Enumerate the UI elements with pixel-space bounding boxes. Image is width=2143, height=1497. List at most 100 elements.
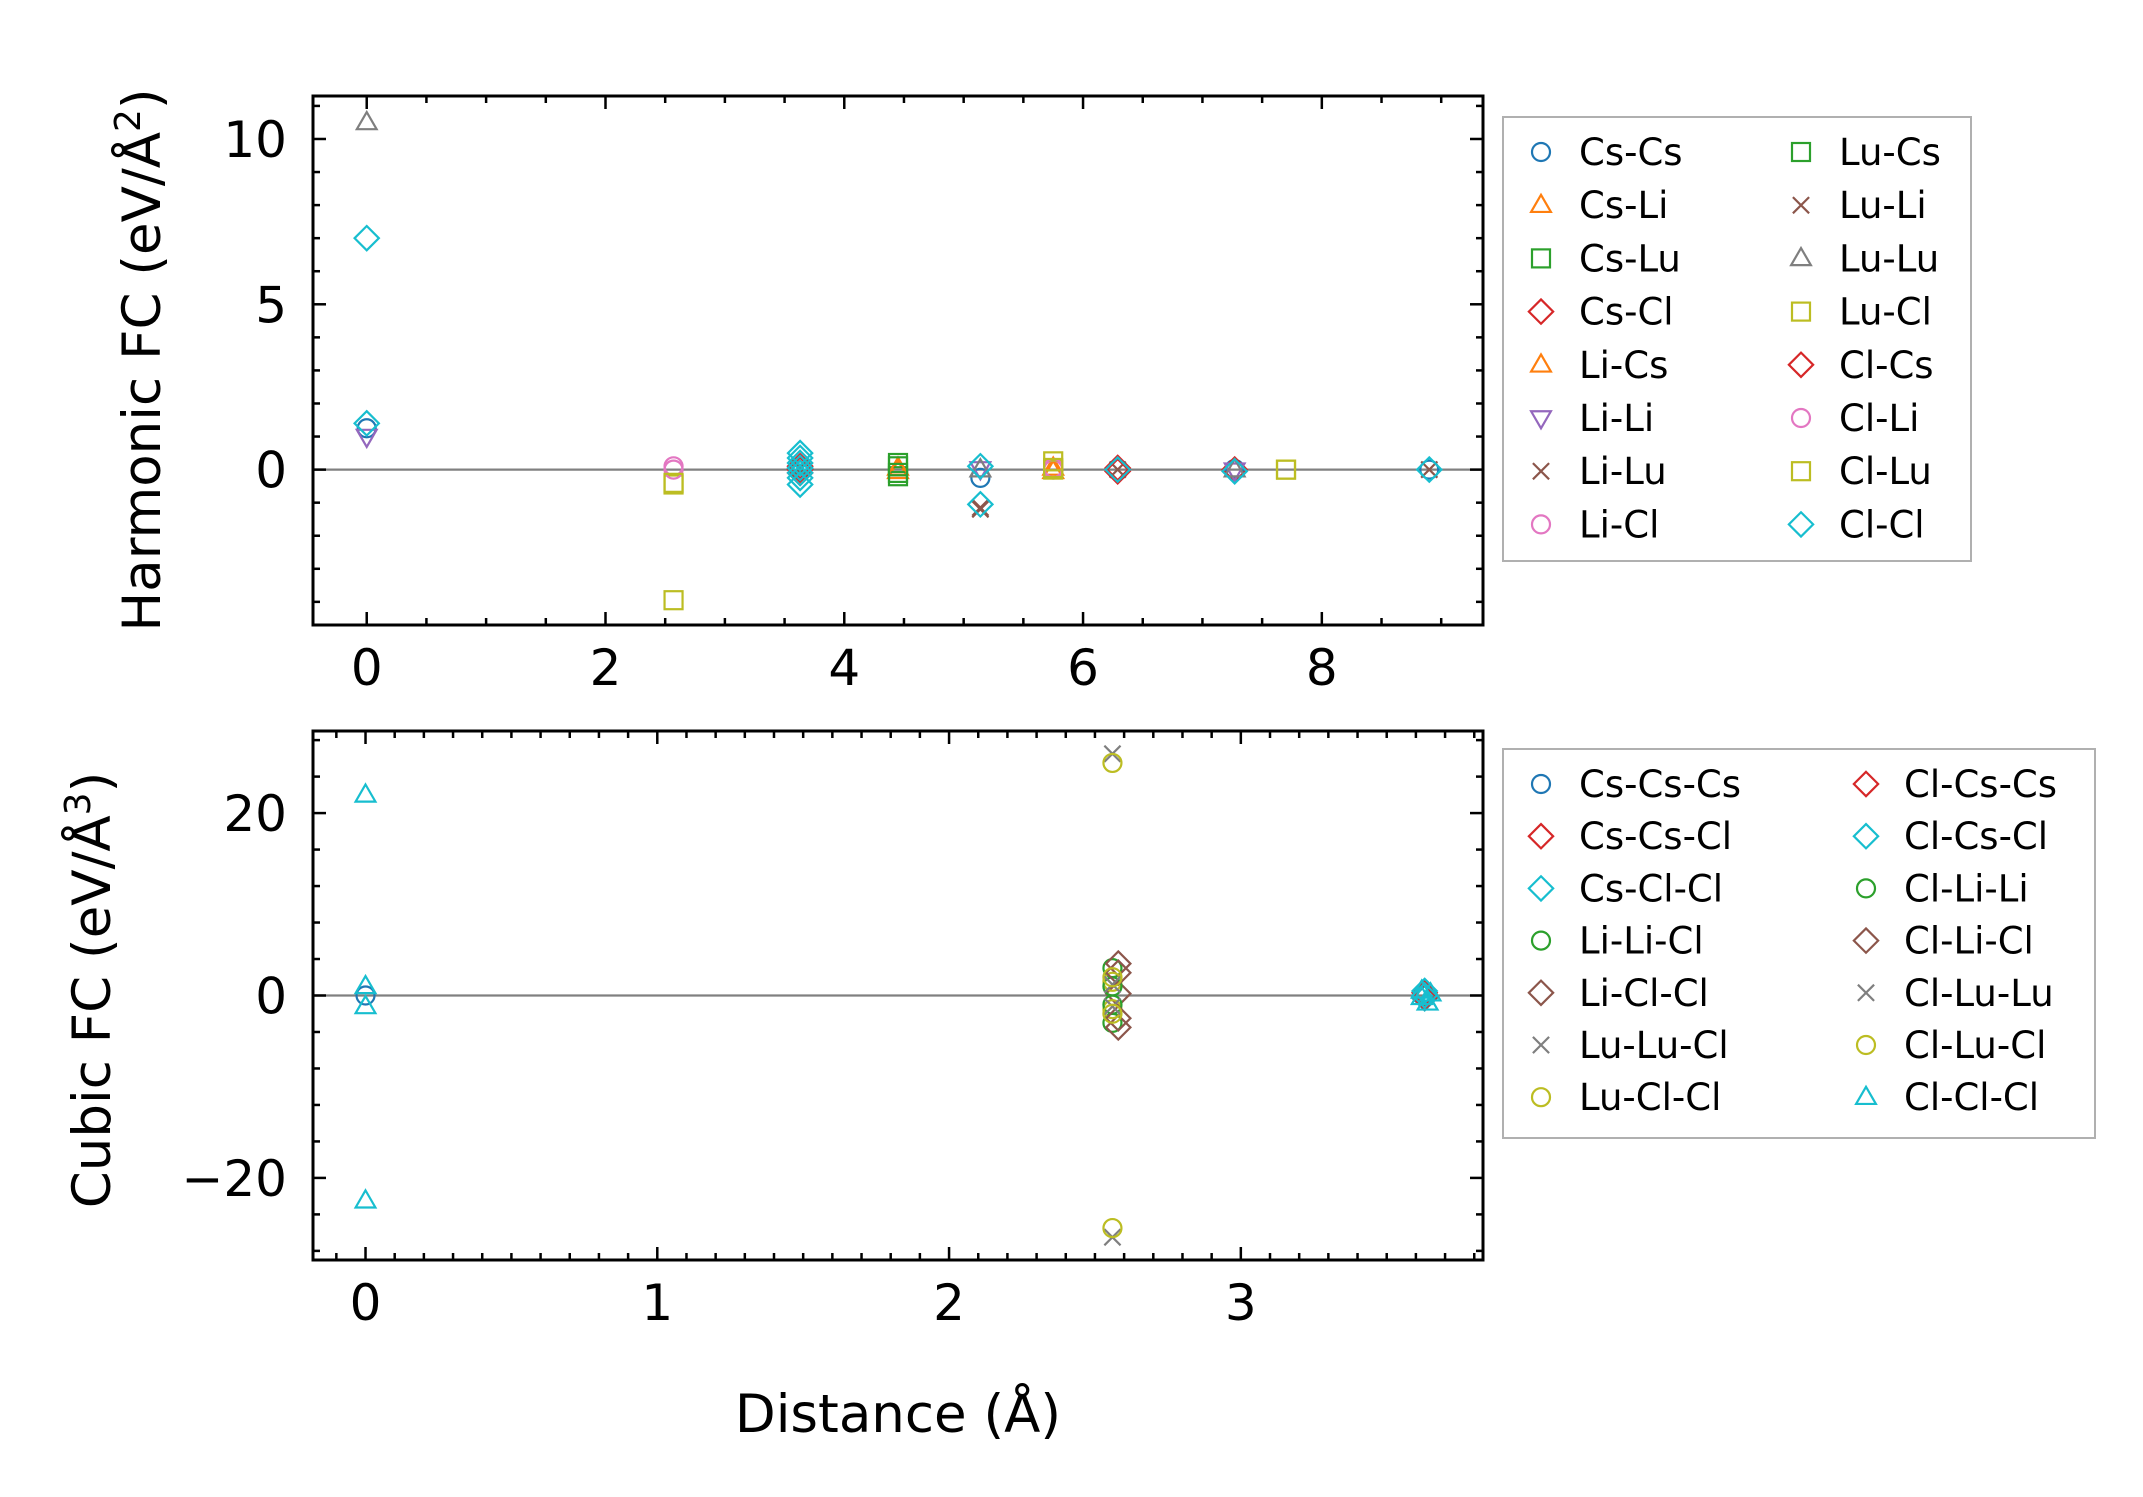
bottom-y-tick-label: 20 bbox=[223, 785, 287, 843]
top-point-Lu-Cs bbox=[887, 462, 909, 484]
top-point-Li-Li bbox=[968, 461, 993, 482]
bottom-legend-marker-Cl-Li-Cl bbox=[1852, 926, 1880, 955]
bottom-legend-marker-Cs-Cs-Cs bbox=[1530, 773, 1552, 795]
bottom-legend-marker-Cl-Cl-Cl bbox=[1854, 1084, 1878, 1106]
bottom-legend-label: Li-Cl-Cl bbox=[1579, 972, 1709, 1015]
top-point-Cs-Li bbox=[1041, 455, 1066, 476]
bottom-point-Cl-Lu-Cl bbox=[1102, 1003, 1123, 1024]
bottom-point-Lu-Cl-Cl bbox=[1102, 1217, 1123, 1239]
top-y-tick-label: 5 bbox=[255, 276, 287, 334]
top-x-tick-label: 2 bbox=[590, 639, 622, 697]
top-y-tick-label: 10 bbox=[223, 111, 287, 169]
bottom-legend-label: Lu-Lu-Cl bbox=[1579, 1024, 1729, 1067]
bottom-legend-label: Cl-Li-Cl bbox=[1904, 920, 2034, 963]
bottom-legend-box bbox=[1502, 748, 2096, 1139]
bottom-legend-label: Cl-Cl-Cl bbox=[1904, 1076, 2039, 1119]
bottom-y-tick-label: −20 bbox=[181, 1150, 287, 1208]
top-point-Lu-Li bbox=[971, 500, 990, 519]
top-legend-marker-Lu-Li bbox=[1792, 196, 1810, 215]
bottom-point-Lu-Cl-Cl bbox=[1102, 752, 1123, 774]
top-point-Cl-Cl bbox=[1220, 457, 1249, 485]
top-legend-label: Lu-Li bbox=[1839, 184, 1927, 227]
top-legend-label: Cs-Li bbox=[1579, 184, 1668, 227]
top-point-Cl-Lu bbox=[1275, 459, 1297, 480]
bottom-legend-marker-Cl-Cs-Cl bbox=[1852, 822, 1880, 850]
top-point-Cs-Cl bbox=[1103, 454, 1132, 482]
bottom-point-Cl-Lu-Lu bbox=[1103, 997, 1122, 1016]
top-y-axis-label: Harmonic FC (eV/Å2) bbox=[108, 88, 173, 631]
bottom-point-Cl-Cl-Cl bbox=[353, 782, 378, 803]
top-legend-label: Lu-Lu bbox=[1839, 237, 1939, 280]
top-legend-label: Cs-Lu bbox=[1579, 237, 1681, 280]
bottom-legend: Cs-Cs-Cs Cs-Cs-Cl Cs-Cl-Cl Li-Li-Cl Li-Cl-Cl… bbox=[1502, 748, 2096, 1139]
bottom-legend-label: Cs-Cl-Cl bbox=[1579, 867, 1723, 910]
bottom-legend-label: Cs-Cs-Cl bbox=[1579, 815, 1732, 858]
top-point-Cl-Cs bbox=[1103, 457, 1132, 485]
top-legend-marker-Li-Cs bbox=[1529, 352, 1553, 373]
top-legend: Cs-Cs Cs-Li Cs-Lu Cs-Cl Li-Cs Li-Li Li-Lu Li-Cl… bbox=[1502, 116, 1972, 562]
top-x-tick-label: 8 bbox=[1306, 639, 1338, 697]
top-legend-marker-Li-Lu bbox=[1532, 462, 1550, 481]
top-point-Cl-Cl bbox=[786, 444, 814, 472]
top-legend-label: Li-Cl bbox=[1579, 503, 1659, 546]
bottom-x-tick-label: 0 bbox=[350, 1274, 382, 1332]
top-point-Lu-Lu bbox=[354, 109, 379, 131]
top-ticks bbox=[313, 96, 1483, 625]
top-legend-marker-Lu-Cl bbox=[1790, 301, 1812, 322]
top-legend-label: Cl-Cs bbox=[1839, 344, 1934, 387]
top-point-Cs-Li bbox=[886, 458, 910, 480]
top-point-Cl-Cl bbox=[966, 452, 995, 481]
bottom-point-Lu-Cl-Cl bbox=[1102, 999, 1123, 1020]
bottom-point-Cl-Li-Cl bbox=[1104, 1004, 1132, 1033]
top-point-Lu-Cl bbox=[663, 590, 684, 611]
top-point-Cs-Cs bbox=[1419, 459, 1440, 480]
top-point-Cl-Cl bbox=[786, 449, 814, 477]
bottom-legend-label: Cl-Lu-Lu bbox=[1904, 972, 2054, 1015]
top-point-Lu-Lu bbox=[1222, 457, 1247, 478]
top-legend-marker-Cs-Li bbox=[1529, 192, 1553, 214]
top-legend-label: Lu-Cl bbox=[1839, 291, 1932, 334]
top-legend-label: Cs-Cl bbox=[1579, 291, 1674, 334]
top-legend-marker-Lu-Cs bbox=[1790, 141, 1812, 163]
bottom-x-tick-label: 3 bbox=[1225, 1274, 1257, 1332]
top-legend-marker-Li-Cl bbox=[1530, 514, 1552, 535]
bottom-y-axis-label: Cubic FC (eV/Å3) bbox=[58, 772, 123, 1209]
top-point-Lu-Lu bbox=[968, 457, 993, 478]
bottom-legend-marker-Lu-Lu-Cl bbox=[1532, 1036, 1550, 1054]
bottom-point-Cl-Lu-Cl bbox=[1102, 967, 1123, 988]
top-point-Cl-Cl bbox=[786, 459, 814, 487]
top-legend-marker-Cl-Li bbox=[1790, 407, 1812, 429]
top-legend-label: Li-Lu bbox=[1579, 450, 1667, 493]
top-point-Cl-Cl bbox=[966, 490, 995, 519]
top-point-Li-Lu bbox=[971, 498, 990, 517]
bottom-legend-marker-Cs-Cs-Cl bbox=[1527, 822, 1555, 850]
bottom-legend-marker-Cl-Li-Li bbox=[1855, 878, 1877, 899]
top-legend-box bbox=[1502, 116, 1972, 562]
bottom-legend-marker-Cs-Cl-Cl bbox=[1527, 874, 1555, 903]
top-legend-label: Cs-Cs bbox=[1579, 131, 1683, 174]
top-legend-label: Li-Cs bbox=[1579, 344, 1668, 387]
bottom-point-Cl-Cl-Cl bbox=[353, 973, 378, 995]
bottom-y-tick-label: 0 bbox=[255, 968, 287, 1026]
top-legend-marker-Cl-Cs bbox=[1787, 351, 1815, 379]
top-legend-label: Cl-Cl bbox=[1839, 503, 1925, 546]
bottom-point-Cl-Cl-Cl bbox=[353, 1188, 378, 1209]
top-point-Cl-Cl bbox=[786, 470, 814, 499]
top-x-tick-label: 4 bbox=[828, 639, 860, 697]
bottom-legend-label: Cl-Cs-Cs bbox=[1904, 763, 2057, 806]
bottom-legend-marker-Cl-Lu-Lu bbox=[1857, 983, 1875, 1002]
top-legend-marker-Cs-Cs bbox=[1530, 141, 1552, 163]
bottom-point-Cl-Li-Li bbox=[1102, 994, 1123, 1015]
top-legend-label: Cl-Lu bbox=[1839, 450, 1932, 493]
bottom-tick-labels: 0 1 2 3 −20 0 20 bbox=[181, 785, 1256, 1332]
top-point-Cl-Cl bbox=[353, 224, 381, 252]
top-legend-marker-Cs-Lu bbox=[1530, 248, 1552, 269]
bottom-legend-marker-Cl-Cs-Cs bbox=[1852, 770, 1880, 798]
bottom-legend-label: Cl-Cs-Cl bbox=[1904, 815, 2048, 858]
top-point-Cl-Li bbox=[663, 459, 684, 480]
top-legend-marker-Cl-Cl bbox=[1787, 510, 1815, 539]
bottom-ticks bbox=[313, 731, 1483, 1260]
bottom-legend-marker-Li-Cl-Cl bbox=[1527, 979, 1555, 1007]
top-point-Cl-Cl bbox=[1415, 455, 1443, 484]
